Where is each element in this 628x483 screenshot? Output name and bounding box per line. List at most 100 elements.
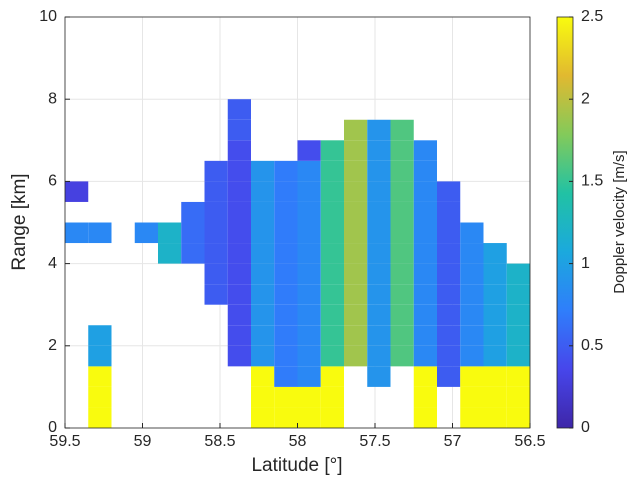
heat-cell — [413, 345, 437, 367]
heat-cell — [227, 160, 251, 182]
heat-cell — [460, 407, 484, 428]
heat-cell — [483, 366, 507, 387]
heat-cell — [274, 181, 298, 202]
heat-cell — [437, 345, 461, 367]
heat-cell — [227, 263, 251, 285]
heat-cell — [320, 140, 344, 161]
heat-cell — [88, 222, 112, 244]
heat-cell — [320, 263, 344, 285]
y-tick-label: 6 — [48, 173, 57, 190]
colorbar-tick-label: 0 — [581, 419, 590, 436]
heat-cell — [320, 284, 344, 305]
heat-cell — [227, 243, 251, 264]
heat-cell — [297, 243, 321, 264]
heat-cell — [367, 263, 391, 285]
heat-cell — [344, 284, 368, 305]
heat-cell — [274, 407, 298, 428]
heat-cell — [483, 345, 507, 367]
heat-cell — [251, 222, 275, 244]
x-tick-label: 59 — [134, 433, 152, 450]
heat-cell — [390, 284, 414, 305]
heat-cell — [274, 345, 298, 367]
x-axis-label: Latitude [°] — [251, 455, 342, 476]
heat-cell — [367, 222, 391, 244]
heat-cell — [88, 386, 112, 408]
heat-cell — [297, 181, 321, 202]
heat-cell — [227, 304, 251, 326]
heat-cell — [460, 222, 484, 244]
heat-cell — [65, 222, 89, 244]
heat-cell — [390, 304, 414, 326]
heat-cell — [437, 263, 461, 285]
heat-cell — [367, 140, 391, 161]
heat-cell — [251, 181, 275, 202]
heat-cell — [367, 119, 391, 141]
heat-cell — [251, 284, 275, 305]
heat-cell — [251, 345, 275, 367]
heat-cell — [320, 160, 344, 182]
heat-cell — [367, 366, 391, 387]
heat-cell — [460, 284, 484, 305]
heat-cell — [204, 284, 228, 305]
x-tick-label: 58 — [289, 433, 307, 450]
x-tick-label: 59.5 — [49, 433, 80, 450]
heat-cell — [274, 386, 298, 408]
heat-cell — [320, 222, 344, 244]
heat-cell — [227, 140, 251, 161]
heat-cell — [274, 263, 298, 285]
heat-cell — [320, 243, 344, 264]
heat-cell — [483, 386, 507, 408]
heat-cell — [344, 304, 368, 326]
heat-cell — [437, 201, 461, 223]
heat-cell — [413, 181, 437, 202]
heat-cell — [413, 201, 437, 223]
heat-cell — [65, 181, 89, 202]
heat-cell — [483, 407, 507, 428]
heat-cell — [88, 407, 112, 428]
colorbar — [556, 16, 574, 429]
colorbar-tick-label: 0.5 — [581, 337, 603, 354]
heat-cell — [181, 201, 205, 223]
heat-cell — [437, 366, 461, 387]
y-axis-label: Range [km] — [9, 173, 30, 270]
heat-cell — [251, 325, 275, 346]
heat-cell — [390, 345, 414, 367]
heat-cell — [297, 407, 321, 428]
heat-cell — [251, 263, 275, 285]
heat-cell — [181, 243, 205, 264]
x-tick-label: 57 — [444, 433, 462, 450]
heat-cell — [367, 201, 391, 223]
heat-cell — [297, 222, 321, 244]
heat-cell — [390, 140, 414, 161]
heat-cell — [320, 407, 344, 428]
heat-cell — [344, 263, 368, 285]
heat-cell — [344, 222, 368, 244]
colorbar-tick-label: 2 — [581, 90, 590, 107]
heat-cell — [460, 366, 484, 387]
heat-cell — [297, 140, 321, 161]
heat-cell — [413, 263, 437, 285]
heat-cell — [344, 140, 368, 161]
heat-cell — [274, 304, 298, 326]
heat-cell — [204, 263, 228, 285]
heat-cell — [506, 407, 530, 428]
heat-cell — [460, 243, 484, 264]
heat-cell — [460, 386, 484, 408]
heat-cell — [437, 304, 461, 326]
heat-cell — [413, 160, 437, 182]
heat-cell — [413, 284, 437, 305]
heat-cell — [390, 243, 414, 264]
heat-cell — [413, 140, 437, 161]
heat-cell — [506, 366, 530, 387]
heat-cell — [158, 222, 182, 244]
heat-cell — [367, 345, 391, 367]
heat-cell — [274, 366, 298, 387]
heat-cell — [460, 345, 484, 367]
heat-cell — [158, 243, 182, 264]
heat-cell — [227, 284, 251, 305]
heat-cell — [506, 304, 530, 326]
heat-cell — [88, 366, 112, 387]
heat-cell — [274, 325, 298, 346]
heat-cell — [274, 222, 298, 244]
heat-cell — [251, 386, 275, 408]
